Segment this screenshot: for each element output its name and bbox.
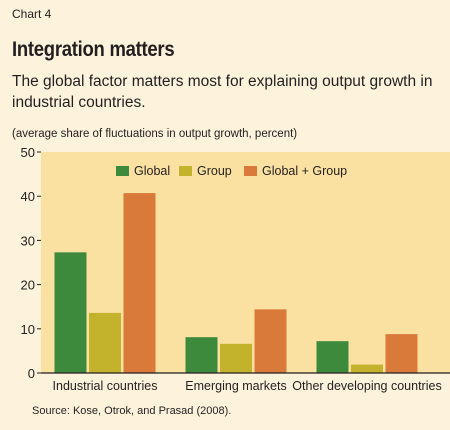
x-axis: Industrial countries Emerging markets Othe… <box>41 372 450 393</box>
legend-label: Global + Group <box>262 164 347 178</box>
y-tick-label: 0 <box>28 366 35 381</box>
y-tick-label: 50 <box>21 145 35 160</box>
bar-global-group-1 <box>254 309 287 373</box>
bar-global-group-0 <box>123 193 156 373</box>
bar-global-group-2 <box>385 334 418 373</box>
y-tick-label: 20 <box>21 278 35 293</box>
bar-group-2 <box>351 364 383 373</box>
bar-global-2 <box>316 341 349 373</box>
chart-number: Chart 4 <box>12 7 52 21</box>
legend-label: Group <box>197 164 232 178</box>
y-tick-label: 40 <box>21 189 35 204</box>
bar-global-0 <box>54 252 87 373</box>
y-tick-label: 30 <box>21 233 35 248</box>
legend: Global Group Global + Group <box>116 164 347 178</box>
source-note: Source: Kose, Otrok, and Prasad (2008). <box>32 405 232 417</box>
y-axis: 0 10 20 30 40 50 <box>21 145 41 381</box>
bar-group-1 <box>220 343 252 373</box>
bar-global-1 <box>185 337 218 373</box>
legend-label: Global <box>134 164 170 178</box>
legend-swatch <box>244 166 257 176</box>
bars <box>54 193 418 373</box>
chart-units-note: (average share of fluctuations in output… <box>12 128 298 140</box>
legend-swatch <box>116 166 129 176</box>
bar-group-0 <box>89 312 121 373</box>
legend-swatch <box>179 166 192 176</box>
y-tick-label: 10 <box>21 322 35 337</box>
chart-subtitle: The global factor matters most for expla… <box>12 73 433 111</box>
chart-title: Integration matters <box>12 38 175 61</box>
x-category-label: Industrial countries <box>53 379 158 393</box>
x-category-label: Emerging markets <box>185 379 286 393</box>
x-category-label: Other developing countries <box>292 379 441 393</box>
